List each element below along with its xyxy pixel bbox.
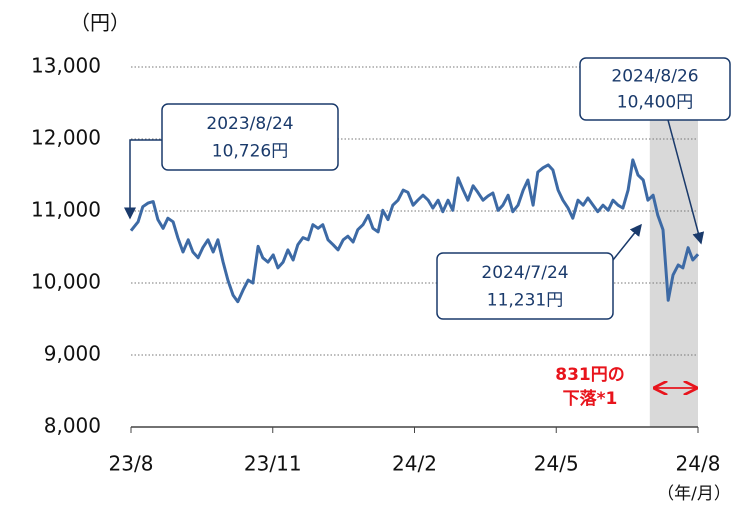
x-unit: （年/月） [657,484,731,504]
annotation-arrow [124,139,162,220]
x-tick-label: 23/8 [109,452,154,476]
highlight [649,67,698,427]
y-tick-label: 13,000 [31,54,101,78]
annotation-price: 11,231円 [487,291,563,311]
annotation-box [436,252,614,320]
annotation-box [579,57,731,121]
annotation-price: 10,400円 [617,93,693,113]
annotation-date: 2024/8/26 [611,67,698,87]
x-tick-label: 24/2 [392,452,437,476]
annotation-arrow [612,223,642,261]
y-tick-label: 10,000 [31,270,101,294]
x-tick-label: 23/11 [244,452,302,476]
x-tick-label: 24/8 [676,452,721,476]
y-tick-label: 12,000 [31,126,101,150]
drop-label: 下落*1 [563,389,618,409]
annotation-date: 2023/8/24 [206,114,293,134]
annotation-arrow [667,119,705,245]
annotation-date: 2024/7/24 [481,263,568,283]
y-unit: （円） [70,11,130,35]
y-tick-label: 9,000 [44,342,101,366]
drop-label: 831円の [555,365,625,385]
y-tick-label: 11,000 [31,198,101,222]
line-series [129,158,700,304]
annotation-box [161,103,339,171]
y-tick-label: 8,000 [44,414,101,438]
x-tick-label: 24/5 [534,452,579,476]
annotation-price: 10,726円 [212,142,288,162]
